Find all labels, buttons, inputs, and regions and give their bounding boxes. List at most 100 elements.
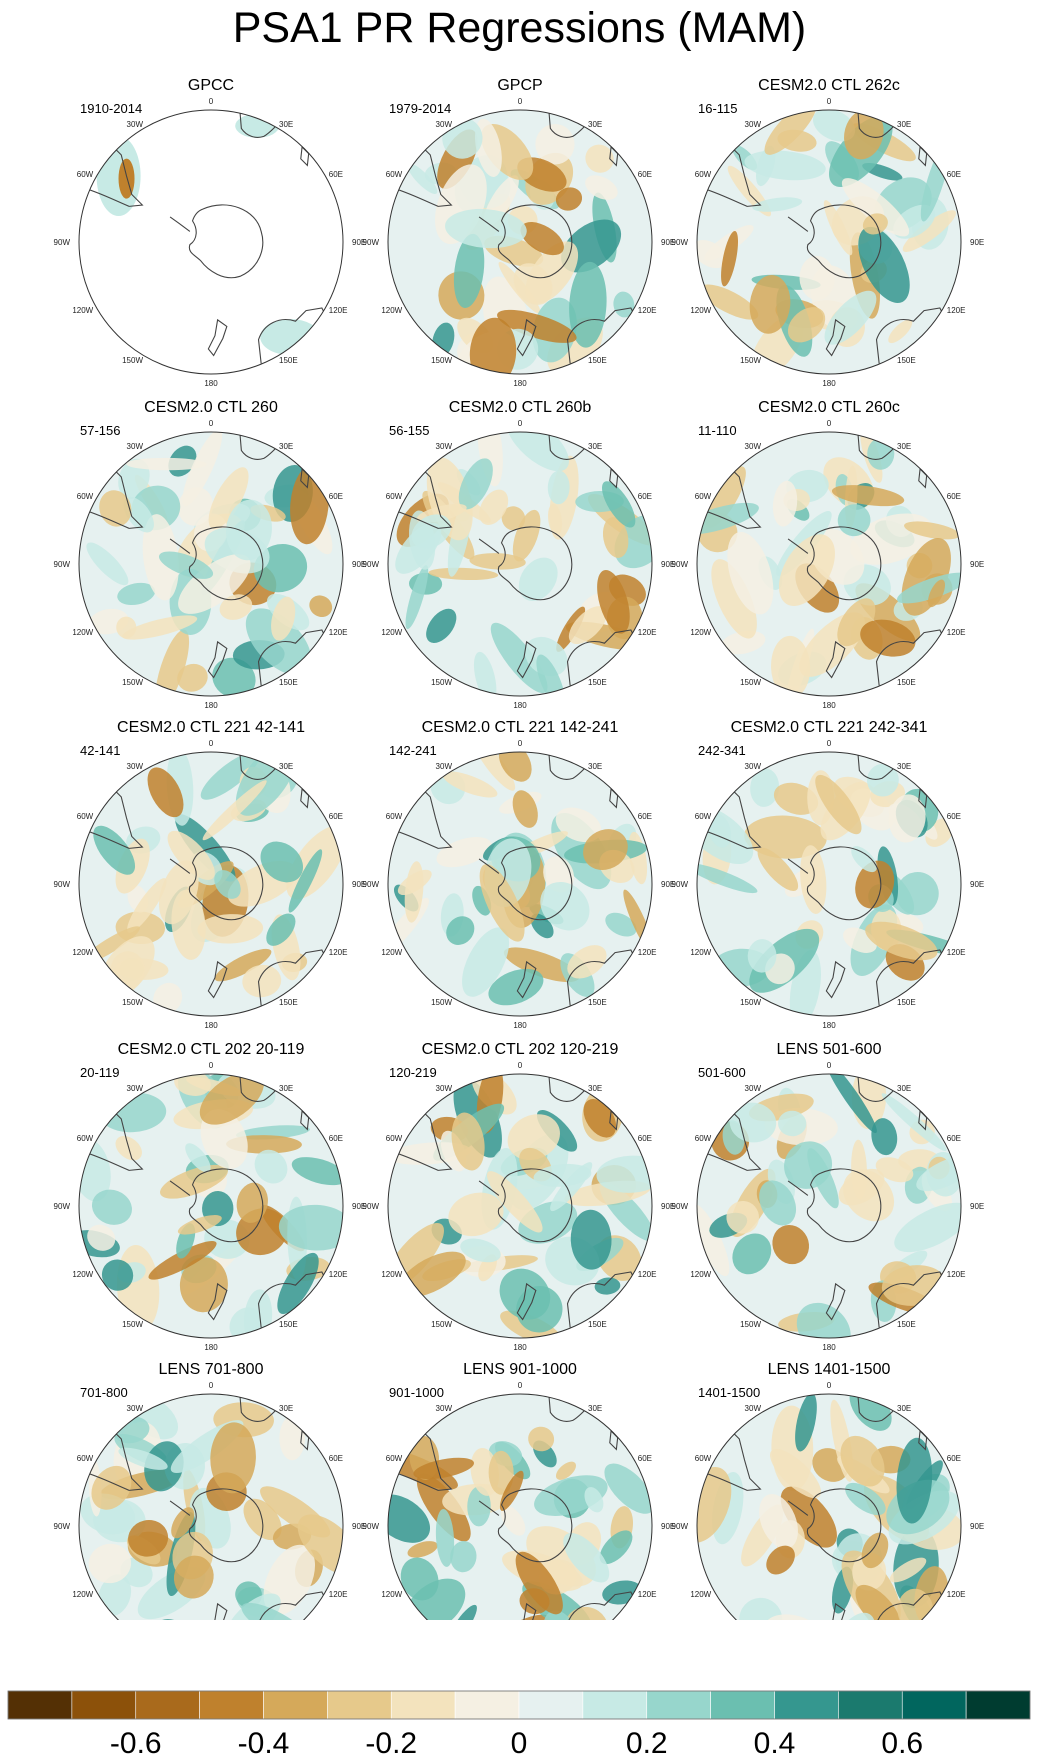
map-panel: CESM2.0 CTL 221 242-341 242-341 0 30E 60E 90E… <box>672 719 985 1030</box>
longitude-label: 90E <box>352 880 366 889</box>
coastlines <box>697 754 946 1006</box>
longitude-label: 90E <box>970 560 984 569</box>
map-boundary <box>387 431 653 697</box>
map-boundary <box>78 1393 344 1620</box>
longitude-label: 0 <box>209 1381 214 1390</box>
longitude-label: 120W <box>381 948 402 957</box>
longitude-label: 60W <box>695 812 712 821</box>
longitude-label: 60E <box>329 492 343 501</box>
regression-field <box>697 1074 961 1338</box>
panel-years: 242-341 <box>698 743 746 758</box>
panel-title: CESM2.0 CTL 221 242-341 <box>731 719 928 736</box>
colorbar-swatch <box>390 1690 456 1720</box>
longitude-label: 90E <box>661 1202 675 1211</box>
colorbar-swatch <box>965 1690 1031 1720</box>
longitude-label: 90E <box>352 238 366 247</box>
longitude-label: 30E <box>279 762 293 771</box>
map-panel: CESM2.0 CTL 262c 16-115 0 30E 60E 90E 120E 150E… <box>672 77 985 388</box>
longitude-label: 120W <box>72 628 93 637</box>
longitude-label: 180 <box>204 701 218 710</box>
panel-title: CESM2.0 CTL 260 <box>144 399 278 416</box>
longitude-label: 120E <box>638 948 657 957</box>
panel-years: 20-119 <box>80 1065 120 1080</box>
colorbar-tick-label: 0.4 <box>754 1727 796 1758</box>
longitude-label: 30E <box>897 120 911 129</box>
colorbar-swatch <box>199 1690 264 1720</box>
longitude-label: 150E <box>897 998 916 1007</box>
longitude-label: 150E <box>279 356 298 365</box>
map-boundary <box>387 751 653 1017</box>
longitude-label: 60W <box>695 170 712 179</box>
longitude-label: 60W <box>695 1134 712 1143</box>
longitude-label: 150E <box>588 998 607 1007</box>
longitude-label: 120W <box>72 1270 93 1279</box>
panel-title: LENS 1401-1500 <box>768 1361 891 1378</box>
longitude-label: 0 <box>209 1061 214 1070</box>
longitude-label: 150E <box>279 998 298 1007</box>
longitude-label: 90W <box>363 560 380 569</box>
longitude-label: 150W <box>122 678 143 687</box>
longitude-label: 0 <box>518 1381 523 1390</box>
longitude-label: 0 <box>518 1061 523 1070</box>
longitude-label: 120W <box>381 628 402 637</box>
longitude-label: 120W <box>381 306 402 315</box>
colorbar-tick-label: -0.2 <box>365 1727 417 1758</box>
map-panel: CESM2.0 CTL 260 57-156 0 30E 60E 90E 120E 150E 1… <box>54 399 367 710</box>
panel-title: GPCP <box>497 77 542 94</box>
longitude-label: 90E <box>352 1522 366 1531</box>
longitude-label: 30E <box>588 120 602 129</box>
panel-years: 901-1000 <box>389 1385 444 1400</box>
map-panel: CESM2.0 CTL 260c 11-110 0 30E 60E 90E 120E 150E… <box>672 399 985 710</box>
longitude-label: 150E <box>279 678 298 687</box>
longitude-label: 60E <box>638 1454 652 1463</box>
map-boundary <box>696 109 962 375</box>
longitude-label: 30E <box>897 1084 911 1093</box>
longitude-label: 120E <box>638 306 657 315</box>
longitude-label: 90E <box>661 1522 675 1531</box>
longitude-label: 60E <box>329 812 343 821</box>
panel-title: GPCC <box>188 77 234 94</box>
longitude-label: 60W <box>77 812 94 821</box>
longitude-label: 120W <box>690 306 711 315</box>
colorbar-swatch <box>454 1690 520 1720</box>
panel-years: 142-241 <box>389 743 437 758</box>
regression-field <box>697 110 961 374</box>
longitude-label: 120W <box>381 1270 402 1279</box>
longitude-label: 120E <box>329 306 348 315</box>
panel-years: 11-110 <box>698 423 737 438</box>
regression-field <box>79 1394 343 1620</box>
longitude-label: 150W <box>740 678 761 687</box>
longitude-label: 180 <box>513 379 527 388</box>
longitude-label: 120E <box>638 1270 657 1279</box>
longitude-label: 60E <box>947 492 961 501</box>
longitude-label: 150E <box>588 678 607 687</box>
longitude-label: 120E <box>638 1590 657 1599</box>
longitude-label: 90E <box>661 880 675 889</box>
longitude-label: 60W <box>77 1454 94 1463</box>
longitude-label: 120W <box>690 948 711 957</box>
longitude-label: 0 <box>518 419 523 428</box>
regression-field <box>697 752 961 1016</box>
longitude-label: 150W <box>740 1320 761 1329</box>
longitude-label: 120W <box>690 1590 711 1599</box>
longitude-label: 30W <box>127 120 144 129</box>
panel-years: 701-800 <box>80 1385 128 1400</box>
map-panel: CESM2.0 CTL 202 20-119 20-119 0 30E 60E 90E 12… <box>54 1041 367 1352</box>
coastlines <box>388 112 637 364</box>
longitude-label: 0 <box>827 739 832 748</box>
regression-field <box>79 432 343 696</box>
longitude-label: 150E <box>588 1320 607 1329</box>
longitude-label: 150W <box>431 998 452 1007</box>
colorbar-swatch <box>135 1690 200 1720</box>
longitude-label: 0 <box>518 97 523 106</box>
colorbar-tick-label: 0 <box>511 1727 528 1758</box>
longitude-label: 60E <box>329 1134 343 1143</box>
longitude-label: 120W <box>381 1590 402 1599</box>
colorbar-swatch <box>901 1690 967 1720</box>
longitude-label: 150W <box>122 998 143 1007</box>
longitude-label: 120E <box>329 948 348 957</box>
longitude-label: 30W <box>436 442 453 451</box>
panel-years: 56-155 <box>389 423 429 438</box>
longitude-label: 180 <box>822 701 836 710</box>
